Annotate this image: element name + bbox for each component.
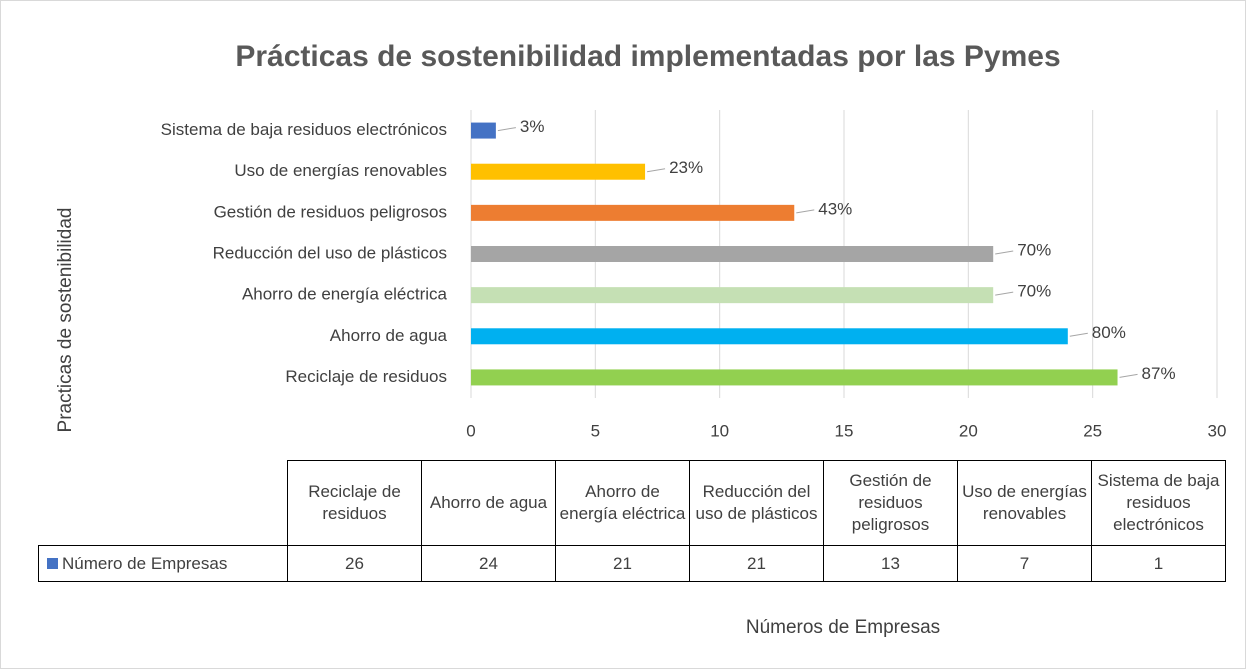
x-tick-label: 0 [466, 421, 475, 440]
y-tick-label: Gestión de residuos peligrosos [214, 202, 447, 221]
bar [471, 328, 1068, 345]
x-axis-label: Números de Empresas [746, 617, 940, 638]
bar [471, 246, 994, 262]
table-value: 21 [689, 545, 824, 582]
leader-line [646, 168, 666, 173]
table-header: Reciclaje de residuos [287, 460, 422, 546]
leader-line [1119, 373, 1138, 378]
leader-line [995, 250, 1014, 255]
data-label: 43% [818, 199, 852, 218]
data-label: 23% [669, 158, 703, 177]
x-tick-label: 30 [1208, 421, 1227, 440]
bar [471, 287, 994, 304]
leader-line [796, 209, 815, 214]
table-value: 26 [287, 545, 422, 582]
data-label: 70% [1017, 282, 1051, 301]
y-tick-label: Ahorro de energía eléctrica [242, 285, 448, 304]
bar [471, 122, 496, 139]
leader-line [995, 291, 1014, 296]
bar [471, 163, 646, 180]
table-header: Ahorro de agua [421, 460, 556, 546]
x-tick-label: 15 [835, 421, 854, 440]
x-tick-label: 20 [959, 421, 978, 440]
table-header: Ahorro de energía eléctrica [555, 460, 690, 546]
table-header: Gestión de residuos peligrosos [823, 460, 958, 546]
y-tick-label: Reducción del uso de plásticos [213, 243, 447, 262]
x-tick-label: 10 [710, 421, 729, 440]
table-header: Uso de energías renovables [957, 460, 1092, 546]
x-tick-label: 5 [591, 421, 600, 440]
table-value: 21 [555, 545, 690, 582]
y-tick-label: Sistema de baja residuos electrónicos [161, 120, 447, 139]
data-label: 87% [1142, 364, 1176, 383]
data-label: 3% [520, 117, 545, 136]
table-value: 1 [1091, 545, 1226, 582]
legend-swatch [47, 558, 58, 569]
table-header: Sistema de baja residuos electrónicos [1091, 460, 1226, 546]
chart-title: Prácticas de sostenibilidad implementada… [235, 40, 1060, 73]
table-value: 7 [957, 545, 1092, 582]
bar [471, 204, 795, 221]
legend-label: Número de Empresas [62, 553, 228, 573]
bar [471, 369, 1118, 386]
y-axis-label: Practicas de sostenibilidad [55, 208, 76, 433]
data-label: 80% [1092, 323, 1126, 342]
legend-cell: Número de Empresas [38, 545, 288, 582]
table-value: 24 [421, 545, 556, 582]
x-tick-label: 25 [1083, 421, 1102, 440]
y-tick-label: Uso de energías renovables [234, 161, 447, 180]
leader-line [1069, 332, 1088, 337]
data-label: 70% [1017, 240, 1051, 259]
table-header: Reducción del uso de plásticos [689, 460, 824, 546]
y-tick-label: Reciclaje de residuos [285, 367, 447, 386]
leader-line [497, 127, 516, 132]
table-value: 13 [823, 545, 958, 582]
y-tick-label: Ahorro de agua [330, 326, 448, 345]
